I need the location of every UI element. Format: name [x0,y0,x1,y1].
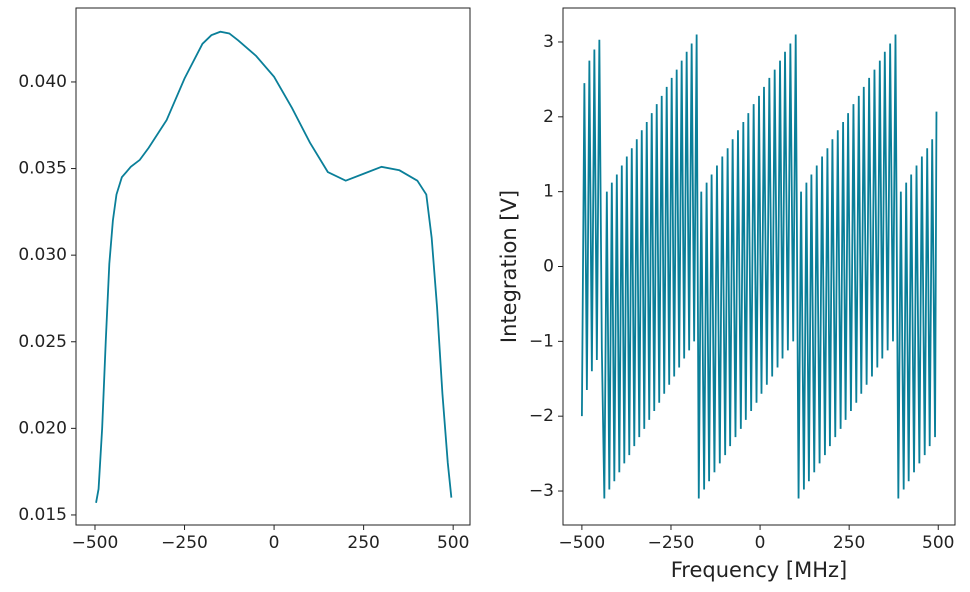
x-axis-label: Frequency [MHz] [671,558,847,582]
x-tick-label: −500 [72,533,119,553]
y-tick-label: −1 [529,331,554,351]
x-tick-label: 500 [922,533,954,553]
data-line [580,34,938,499]
y-tick-label: −2 [529,406,554,426]
x-tick-label: 250 [347,533,379,553]
axes-frame [562,7,956,526]
y-tick-label: 0.015 [18,505,67,525]
x-tick-label: −250 [648,533,695,553]
y-tick-label: 0.020 [18,418,67,438]
x-tick-label: 0 [755,533,766,553]
axes-frame [75,7,471,526]
y-tick-label: −3 [529,481,554,501]
y-tick-label: 0 [543,257,554,277]
y-tick-label: 0.035 [18,159,67,179]
x-tick-label: −250 [161,533,208,553]
y-tick-label: 3 [543,32,554,52]
y-tick-label: 2 [543,107,554,127]
y-axis-label: Integration [V] [497,190,521,343]
x-tick-label: 500 [437,533,469,553]
data-line [95,30,453,503]
y-tick-label: 0.030 [18,245,67,265]
y-tick-label: 1 [543,182,554,202]
y-tick-label: 0.025 [18,332,67,352]
x-tick-label: 0 [269,533,280,553]
x-tick-label: −500 [559,533,606,553]
x-tick-label: 250 [833,533,865,553]
y-tick-label: 0.040 [18,72,67,92]
